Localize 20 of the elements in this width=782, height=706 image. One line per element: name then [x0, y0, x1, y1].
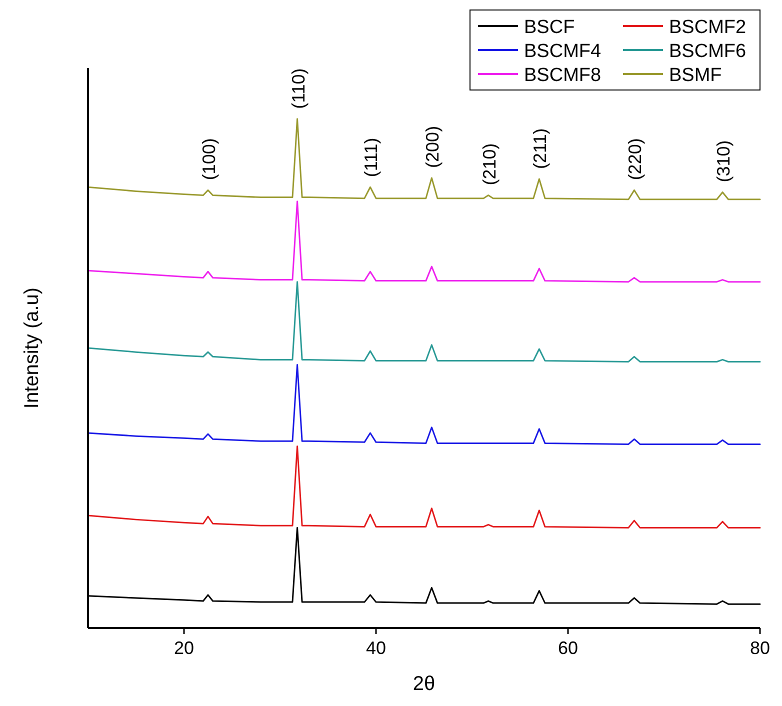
x-tick-label: 40 — [366, 638, 386, 658]
annotation: (210) — [479, 143, 500, 186]
legend-label: BSCMF4 — [524, 41, 602, 62]
annotation: (310) — [714, 140, 734, 182]
x-tick-label: 20 — [174, 638, 194, 658]
legend-label: BSCF — [524, 17, 575, 38]
legend-label: BSCMF2 — [669, 17, 746, 38]
annotation: (211) — [530, 128, 550, 169]
y-axis-title: Intensity (a.u) — [21, 287, 43, 409]
annotation: (111) — [361, 138, 382, 178]
annotation: (110) — [288, 68, 308, 109]
legend-label: BSCMF6 — [669, 41, 746, 62]
x-axis-title: 2θ — [412, 673, 436, 695]
legend-label: BSCMF8 — [524, 65, 602, 86]
legend-label: BSMF — [669, 65, 722, 86]
annotation: (220) — [625, 138, 646, 180]
annotation: (200) — [422, 126, 443, 168]
x-tick-label: 60 — [558, 638, 578, 658]
x-tick-label: 80 — [750, 638, 770, 658]
annotation: (100) — [199, 138, 219, 180]
